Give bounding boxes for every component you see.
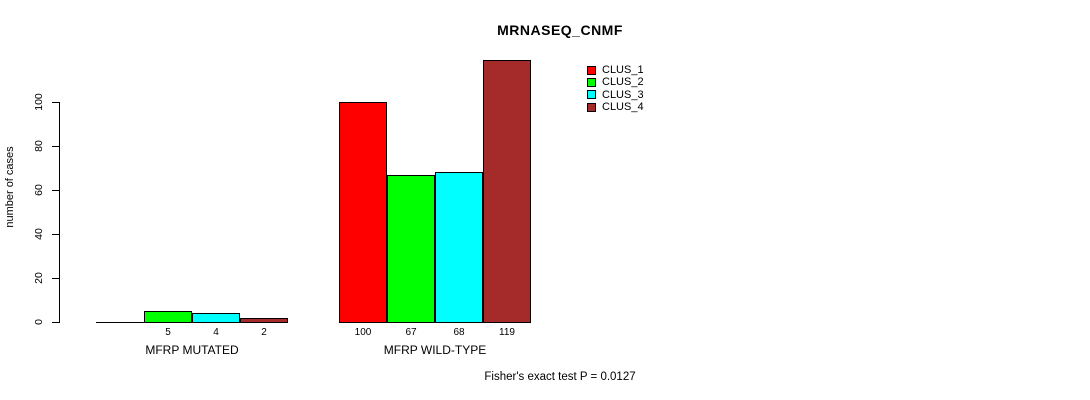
legend: CLUS_1 CLUS_2 CLUS_3 CLUS_4 <box>587 64 644 113</box>
y-tick-label: 20 <box>33 272 45 284</box>
bar-value-label: 67 <box>405 327 417 338</box>
y-tick-label: 40 <box>33 228 45 240</box>
bar-value-label: 100 <box>354 327 372 338</box>
y-axis-tick <box>52 322 60 323</box>
y-tick-label: 0 <box>33 319 45 325</box>
y-axis-line <box>59 102 60 323</box>
bar-clus_3 <box>192 313 240 323</box>
chart-title: MRNASEQ_CNMF <box>497 22 623 38</box>
y-tick-label: 80 <box>33 140 45 152</box>
legend-label: CLUS_2 <box>602 76 644 89</box>
legend-entry-clus_1: CLUS_1 <box>587 64 644 76</box>
legend-swatch-icon <box>587 65 596 75</box>
legend-swatch-icon <box>587 102 596 112</box>
y-axis-tick <box>52 146 60 147</box>
y-axis-label: number of cases <box>4 146 16 228</box>
legend-label: CLUS_1 <box>602 64 644 77</box>
bar-clus_1 <box>339 102 387 323</box>
legend-entry-clus_4: CLUS_4 <box>587 101 644 113</box>
y-axis-tick <box>52 190 60 191</box>
x-category-label: MFRP WILD-TYPE <box>383 343 487 357</box>
bar-value-label: 68 <box>453 327 465 338</box>
bar-value-label: 119 <box>499 327 515 338</box>
annotation-text: Fisher's exact test P = 0.0127 <box>484 371 636 383</box>
legend-entry-clus_3: CLUS_3 <box>587 89 644 101</box>
x-category-label: MFRP MUTATED <box>145 343 239 357</box>
bar-clus_1-zero <box>96 322 144 323</box>
y-axis-tick <box>52 102 60 103</box>
legend-swatch-icon <box>587 90 596 100</box>
bar-value-label: 4 <box>213 327 219 338</box>
bar-clus_4 <box>483 60 531 323</box>
legend-label: CLUS_3 <box>602 88 644 101</box>
legend-swatch-icon <box>587 77 596 87</box>
bar-clus_4 <box>240 318 288 323</box>
legend-label: CLUS_4 <box>602 101 644 114</box>
bar-clus_2 <box>387 175 435 323</box>
legend-entry-clus_2: CLUS_2 <box>587 76 644 88</box>
bar-value-label: 5 <box>165 327 171 338</box>
bar-value-label: 2 <box>261 327 267 338</box>
y-axis-tick <box>52 234 60 235</box>
bar-clus_2 <box>144 311 192 323</box>
y-axis-tick <box>52 278 60 279</box>
y-tick-label: 100 <box>33 93 45 111</box>
y-tick-label: 60 <box>33 184 45 196</box>
bar-clus_3 <box>435 172 483 323</box>
